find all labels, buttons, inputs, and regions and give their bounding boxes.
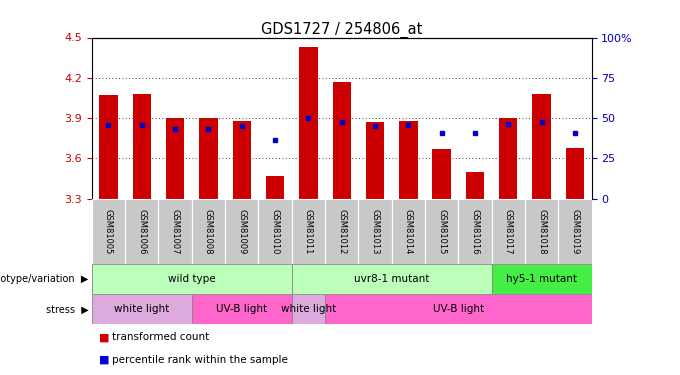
Text: GSM81013: GSM81013 [371, 209, 379, 254]
Bar [333, 82, 351, 199]
Bar [292, 294, 325, 324]
Bar [92, 199, 125, 264]
Bar [525, 199, 558, 264]
Text: GSM81012: GSM81012 [337, 209, 346, 254]
Text: GSM81018: GSM81018 [537, 209, 546, 254]
Text: UV-B light: UV-B light [216, 304, 267, 314]
Text: GSM81017: GSM81017 [504, 209, 513, 254]
Bar [92, 294, 192, 324]
Bar [158, 199, 192, 264]
Bar [192, 294, 292, 324]
Bar [558, 199, 592, 264]
Text: GSM81019: GSM81019 [571, 209, 579, 254]
Title: GDS1727 / 254806_at: GDS1727 / 254806_at [261, 21, 422, 38]
Text: ■: ■ [99, 355, 109, 365]
Text: hy5-1 mutant: hy5-1 mutant [506, 274, 577, 284]
Bar [266, 176, 284, 199]
Bar [99, 95, 118, 199]
Bar [325, 294, 592, 324]
Bar [432, 149, 451, 199]
Bar [92, 264, 292, 294]
Text: UV-B light: UV-B light [432, 304, 484, 314]
Bar [499, 118, 517, 199]
Bar [233, 121, 251, 199]
Text: transformed count: transformed count [112, 333, 209, 342]
Text: GSM81014: GSM81014 [404, 209, 413, 254]
Text: wild type: wild type [168, 274, 216, 284]
Bar [299, 47, 318, 199]
Bar [292, 199, 325, 264]
Bar [458, 199, 492, 264]
Bar [292, 264, 492, 294]
Text: uvr8-1 mutant: uvr8-1 mutant [354, 274, 429, 284]
Text: GSM81006: GSM81006 [137, 209, 146, 254]
Text: GSM81008: GSM81008 [204, 209, 213, 254]
Bar [192, 199, 225, 264]
Bar [492, 199, 525, 264]
Text: percentile rank within the sample: percentile rank within the sample [112, 355, 288, 365]
Bar [258, 199, 292, 264]
Text: GSM81016: GSM81016 [471, 209, 479, 254]
Bar [399, 121, 418, 199]
Text: white light: white light [114, 304, 169, 314]
Text: GSM81005: GSM81005 [104, 209, 113, 254]
Bar [392, 199, 425, 264]
Text: ■: ■ [99, 333, 109, 342]
Bar [492, 264, 592, 294]
Bar [225, 199, 258, 264]
Bar [425, 199, 458, 264]
Text: stress  ▶: stress ▶ [46, 304, 88, 314]
Text: GSM81009: GSM81009 [237, 209, 246, 254]
Bar [125, 199, 158, 264]
Bar [133, 94, 151, 199]
Bar [532, 94, 551, 199]
Text: genotype/variation  ▶: genotype/variation ▶ [0, 274, 88, 284]
Bar [358, 199, 392, 264]
Bar [566, 148, 584, 199]
Text: white light: white light [281, 304, 336, 314]
Bar [466, 172, 484, 199]
Text: GSM81015: GSM81015 [437, 209, 446, 254]
Text: GSM81010: GSM81010 [271, 209, 279, 254]
Bar [325, 199, 358, 264]
Bar [199, 118, 218, 199]
Text: GSM81011: GSM81011 [304, 209, 313, 254]
Bar [366, 122, 384, 199]
Text: GSM81007: GSM81007 [171, 209, 180, 254]
Bar [166, 118, 184, 199]
